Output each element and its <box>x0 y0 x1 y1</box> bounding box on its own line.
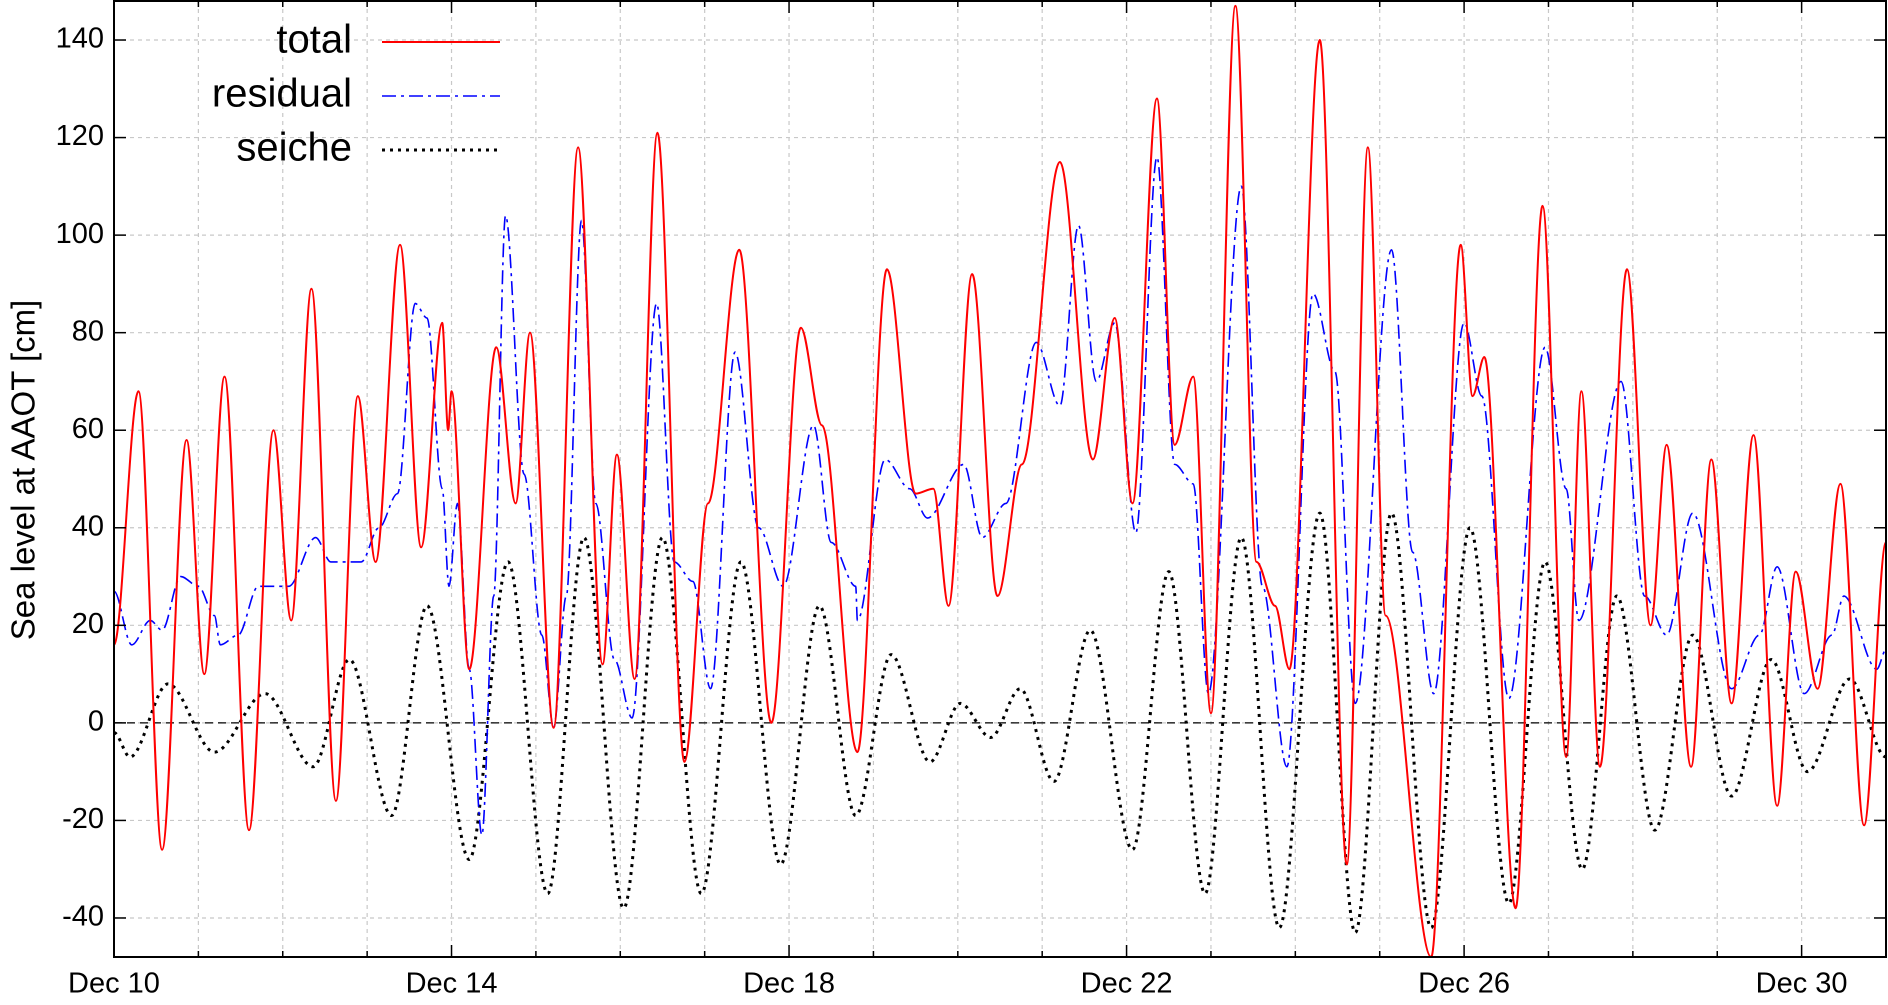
y-tick-label: 60 <box>72 413 104 445</box>
y-tick-label: 120 <box>56 120 104 152</box>
x-tick-label: Dec 10 <box>68 968 160 1000</box>
y-tick-label: 100 <box>56 218 104 250</box>
series-line <box>114 511 1886 935</box>
y-tick-label: -40 <box>62 901 104 933</box>
y-tick-label: 80 <box>72 315 104 347</box>
x-tick-label: Dec 14 <box>406 968 498 1000</box>
y-tick-label: 40 <box>72 510 104 542</box>
ticks: -40 -20 0 20 40 60 80 100 120 140 Dec 10 Dec 14 Dec … <box>56 1 1886 1000</box>
plot-frame <box>113 0 1887 958</box>
grid <box>113 1 1886 957</box>
y-tick-label: 0 <box>88 706 104 738</box>
y-tick-label: 140 <box>56 23 104 55</box>
series <box>114 4 1886 957</box>
series-line <box>114 156 1886 836</box>
y-axis-label: Sea level at AAOT [cm] <box>5 300 42 641</box>
x-tick-label: Dec 22 <box>1081 968 1173 1000</box>
y-tick-label: 20 <box>72 608 104 640</box>
series-line <box>114 4 1886 957</box>
x-tick-label: Dec 30 <box>1756 968 1848 1000</box>
x-tick-label: Dec 18 <box>743 968 835 1000</box>
legend-label: residual <box>212 72 352 116</box>
x-tick-label: Dec 26 <box>1418 968 1510 1000</box>
y-tick-label: -20 <box>62 803 104 835</box>
legend-label: total <box>276 18 352 62</box>
legend-label: seiche <box>236 126 352 170</box>
legend: total residual seiche <box>212 18 500 170</box>
